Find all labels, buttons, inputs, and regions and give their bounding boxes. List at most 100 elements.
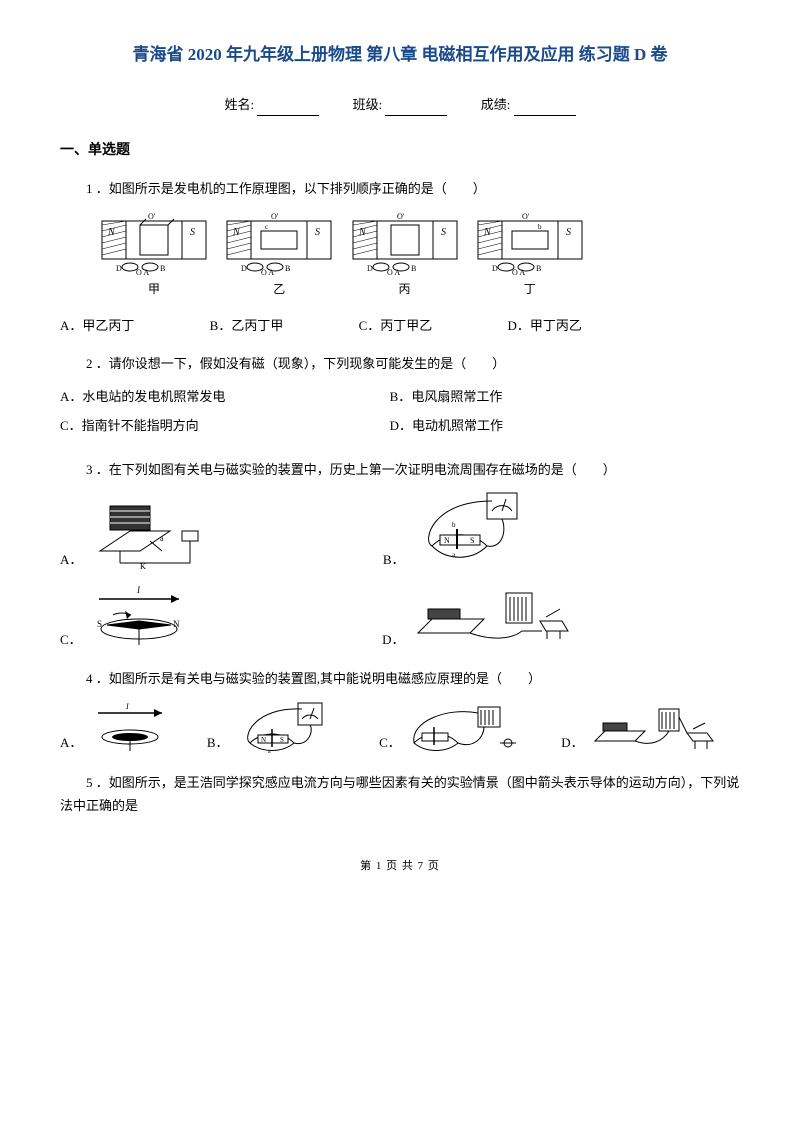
svg-text:a: a: [268, 749, 271, 755]
svg-text:S: S: [97, 619, 102, 629]
q3-option-b-letter: B．: [383, 548, 405, 571]
q1-figure-yi: N S O' c D B O A 乙: [225, 211, 333, 301]
q1-option-d[interactable]: D．甲丁丙乙: [508, 314, 582, 337]
q2-option-d-text: 电动机照常工作: [412, 418, 503, 433]
svg-text:N: N: [173, 619, 180, 629]
svg-text:O': O': [397, 212, 405, 221]
q1-option-d-text: 甲丁丙乙: [530, 318, 582, 333]
q3-option-b[interactable]: B． N S b a: [383, 491, 542, 571]
svg-text:S: S: [470, 536, 474, 545]
question-4-options: A． I B． N S a: [60, 701, 740, 755]
question-2: 2 ．请你设想一下，假如没有磁（现象），下列现象可能发生的是（ ） A．水电站的…: [60, 352, 740, 444]
svg-text:a: a: [160, 534, 164, 543]
question-3-text: 3 ．在下列如图有关电与磁实验的装置中，历史上第一次证明电流周围存在磁场的是（ …: [60, 458, 740, 481]
svg-text:I: I: [125, 702, 129, 711]
svg-text:O A: O A: [136, 268, 149, 277]
header-fields: 姓名: 班级: 成绩:: [60, 93, 740, 116]
svg-text:B: B: [285, 264, 290, 273]
q4-option-c-letter: C．: [379, 731, 401, 754]
svg-text:D: D: [116, 264, 122, 273]
q1-option-a-text: 甲乙丙丁: [82, 318, 134, 333]
q4-option-d[interactable]: D．: [561, 701, 721, 755]
svg-text:B: B: [536, 264, 541, 273]
svg-text:B: B: [160, 264, 165, 273]
q3-option-d-letter: D．: [382, 628, 404, 651]
q2-option-c[interactable]: C．指南针不能指明方向: [60, 414, 386, 437]
score-label: 成绩:: [481, 93, 511, 116]
q1-figure-ding: N S b O' D B O A 丁: [476, 211, 584, 301]
question-2-options: A．水电站的发电机照常发电 B．电风扇照常工作 C．指南针不能指明方向 D．电动…: [60, 385, 740, 444]
question-4: 4 ．如图所示是有关电与磁实验的装置图,其中能说明电磁感应原理的是（ ） A． …: [60, 667, 740, 754]
q3-option-d[interactable]: D．: [382, 581, 572, 651]
q1-figure-bing: N S O' D B O A 丙: [351, 211, 459, 301]
svg-text:B: B: [411, 264, 416, 273]
svg-text:N: N: [232, 227, 241, 238]
question-1-options: A．甲乙丙丁 B．乙丙丁甲 C．丙丁甲乙 D．甲丁丙乙: [60, 314, 740, 337]
svg-text:O A: O A: [387, 268, 400, 277]
q3-option-c[interactable]: C． I S N: [60, 581, 189, 651]
name-blank[interactable]: [257, 102, 319, 116]
q3-option-a[interactable]: A． K a: [60, 491, 210, 571]
question-2-text: 2 ．请你设想一下，假如没有磁（现象），下列现象可能发生的是（ ）: [60, 352, 740, 375]
q4-option-a[interactable]: A． I: [60, 701, 174, 755]
q2-option-d[interactable]: D．电动机照常工作: [390, 414, 716, 437]
q2-option-b[interactable]: B．电风扇照常工作: [390, 385, 716, 408]
class-blank[interactable]: [385, 102, 447, 116]
question-4-text: 4 ．如图所示是有关电与磁实验的装置图,其中能说明电磁感应原理的是（ ）: [60, 667, 740, 690]
question-1-figures: N S O' D B O A 甲: [100, 211, 740, 301]
svg-text:O A: O A: [261, 268, 274, 277]
svg-text:b: b: [538, 223, 542, 231]
q4-option-d-letter: D．: [561, 731, 583, 754]
page-title: 青海省 2020 年九年级上册物理 第八章 电磁相互作用及应用 练习题 D 卷: [60, 40, 740, 71]
svg-text:D: D: [241, 264, 247, 273]
q1-figure-yi-caption: 乙: [225, 279, 333, 301]
q4-option-a-letter: A．: [60, 731, 82, 754]
q4-option-c[interactable]: C．: [379, 701, 528, 755]
q1-option-b-text: 乙丙丁甲: [231, 318, 283, 333]
svg-text:S: S: [566, 227, 571, 238]
q1-option-a[interactable]: A．甲乙丙丁: [60, 314, 134, 337]
svg-text:S: S: [280, 736, 284, 744]
question-5: 5 ．如图所示，是王浩同学探究感应电流方向与哪些因素有关的实验情景（图中箭头表示…: [60, 771, 740, 818]
svg-text:N: N: [358, 227, 367, 238]
question-5-text: 5 ．如图所示，是王浩同学探究感应电流方向与哪些因素有关的实验情景（图中箭头表示…: [60, 771, 740, 818]
svg-text:b: b: [452, 521, 456, 529]
svg-text:I: I: [136, 585, 141, 595]
svg-text:K: K: [140, 562, 146, 571]
svg-text:N: N: [107, 227, 116, 238]
q4-option-b-letter: B．: [207, 731, 229, 754]
svg-text:O': O': [271, 212, 279, 221]
q1-figure-jia: N S O' D B O A 甲: [100, 211, 208, 301]
svg-text:N: N: [483, 227, 492, 238]
q1-option-b[interactable]: B．乙丙丁甲: [210, 314, 284, 337]
svg-text:N: N: [261, 736, 266, 744]
svg-text:S: S: [315, 227, 320, 238]
q1-figure-ding-caption: 丁: [476, 279, 584, 301]
svg-text:S: S: [441, 227, 446, 238]
q1-option-c-text: 丙丁甲乙: [380, 318, 432, 333]
question-3: 3 ．在下列如图有关电与磁实验的装置中，历史上第一次证明电流周围存在磁场的是（ …: [60, 458, 740, 651]
svg-text:N: N: [444, 536, 450, 545]
svg-text:D: D: [492, 264, 498, 273]
q1-option-c[interactable]: C．丙丁甲乙: [359, 314, 433, 337]
q2-option-a-text: 水电站的发电机照常发电: [82, 389, 225, 404]
svg-text:D: D: [367, 264, 373, 273]
q2-option-a[interactable]: A．水电站的发电机照常发电: [60, 385, 386, 408]
svg-text:c: c: [265, 223, 268, 231]
question-3-options: A． K a B．: [60, 491, 740, 651]
q3-option-c-letter: C．: [60, 628, 82, 651]
q4-option-b[interactable]: B． N S a: [207, 701, 346, 755]
name-label: 姓名:: [224, 93, 254, 116]
svg-text:O A: O A: [512, 268, 525, 277]
svg-text:S: S: [190, 227, 195, 238]
class-label: 班级:: [353, 93, 383, 116]
question-1-text: 1 ．如图所示是发电机的工作原理图，以下排列顺序正确的是（ ）: [60, 177, 740, 200]
page-footer: 第 1 页 共 7 页: [60, 857, 740, 877]
svg-text:O': O': [148, 212, 156, 221]
section-heading-1: 一、单选题: [60, 138, 740, 163]
q2-option-b-text: 电风扇照常工作: [411, 389, 502, 404]
q3-option-a-letter: A．: [60, 548, 82, 571]
q1-figure-bing-caption: 丙: [351, 279, 459, 301]
score-blank[interactable]: [514, 102, 576, 116]
q1-figure-jia-caption: 甲: [100, 279, 208, 301]
